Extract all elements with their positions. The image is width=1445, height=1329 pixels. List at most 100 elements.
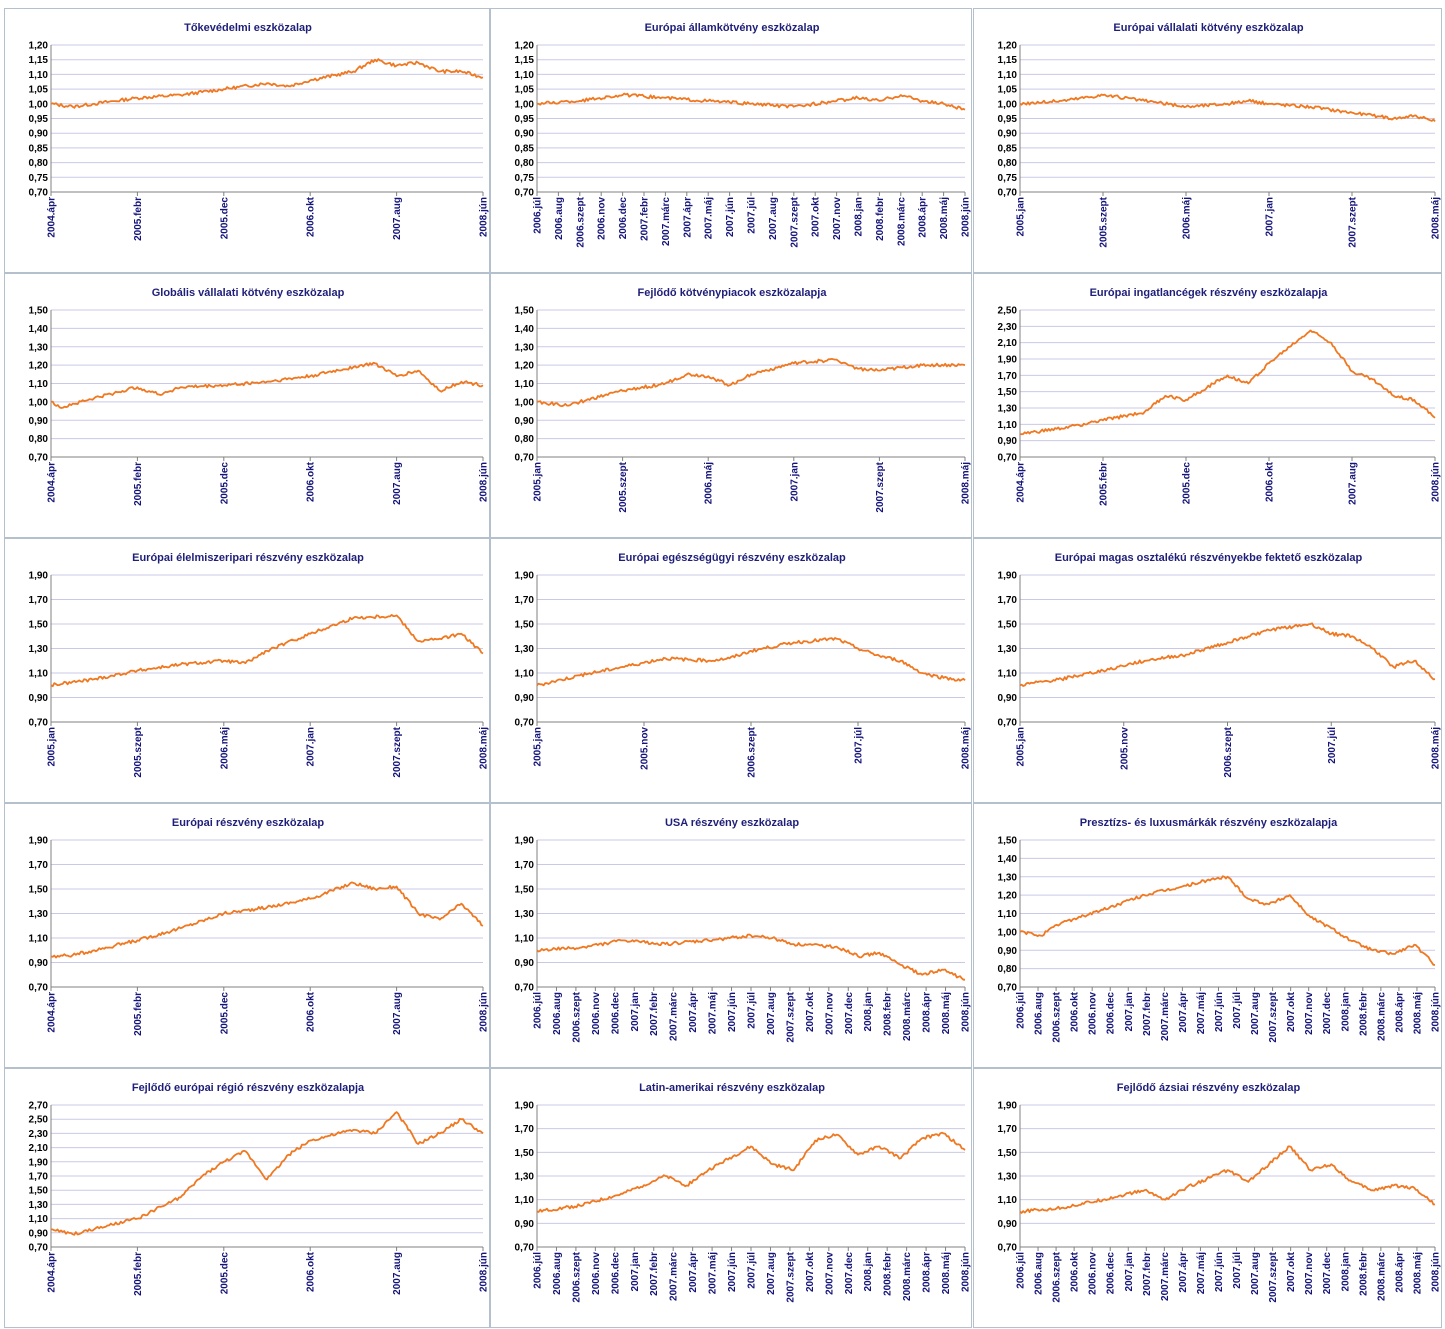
y-tick-label: 1,10 <box>29 1214 49 1225</box>
y-tick-label: 1,50 <box>29 1186 49 1197</box>
x-tick-label: 2007.febr <box>649 992 660 1036</box>
chart-title: Latin-amerikai részvény eszközalap <box>639 1082 825 1094</box>
x-tick-label: 2006.aug <box>1034 1252 1045 1295</box>
y-tick-label: 1,50 <box>998 1148 1018 1159</box>
series-line <box>537 92 966 111</box>
x-tick-label: 2005.dec <box>1182 462 1193 505</box>
x-tick-label: 2006.aug <box>554 197 565 240</box>
x-tick-label: 2006.júl <box>533 1252 544 1289</box>
x-tick-label: 2006.júl <box>1016 992 1027 1029</box>
chart-svg: Európai élelmiszeripari részvény eszköza… <box>29 552 490 778</box>
x-tick-label: 2007.júl <box>1232 1252 1243 1289</box>
y-tick-label: 1,50 <box>515 885 535 896</box>
y-tick-label: 1,50 <box>29 885 49 896</box>
y-tick-label: 1,00 <box>998 99 1018 110</box>
y-tick-label: 1,10 <box>515 669 535 680</box>
y-tick-label: 2,30 <box>998 322 1018 333</box>
x-tick-label: 2007.okt <box>805 991 816 1032</box>
x-tick-label: 2006.nov <box>591 1252 602 1295</box>
chart-svg: Globális vállalati kötvény eszközalap 1,5… <box>29 287 490 506</box>
chart-svg: Fejlődő ázsiai részvény eszközalap 1,90 1,… <box>998 1082 1442 1303</box>
x-tick-label: 2007.jan <box>630 992 641 1031</box>
y-tick-label: 1,15 <box>29 55 49 66</box>
x-tick-label: 2006.okt <box>1070 991 1081 1032</box>
y-tick-label: 1,20 <box>29 41 49 52</box>
x-tick-label: 2006.szept <box>747 726 758 777</box>
y-tick-label: 1,40 <box>998 854 1018 865</box>
x-tick-label: 2004.ápr <box>47 992 58 1033</box>
chart-svg: Európai ingatlancégek részvény eszközala… <box>998 287 1442 506</box>
y-tick-label: 1,50 <box>515 620 535 631</box>
y-tick-label: 1,00 <box>29 397 49 408</box>
x-tick-label: 2008.jan <box>1340 1252 1351 1291</box>
chart-panel: Európai részvény eszközalap 1,90 1,70 1,50 1… <box>4 803 490 1068</box>
x-tick-label: 2008.márc <box>896 197 907 246</box>
x-tick-label: 2007.jún <box>1214 1252 1225 1292</box>
y-tick-label: 1,10 <box>998 70 1018 81</box>
series-line <box>536 637 966 687</box>
x-tick-label: 2008.jan <box>863 992 874 1031</box>
series-line <box>1019 622 1436 687</box>
x-tick-label: 2007.dec <box>1322 1252 1333 1295</box>
y-tick-label: 2,10 <box>998 338 1018 349</box>
x-tick-label: 2005.febr <box>133 462 144 506</box>
chart-panel: Globális vállalati kötvény eszközalap 1,5… <box>4 273 490 538</box>
x-tick-label: 2007.júl <box>747 1252 758 1289</box>
y-tick-label: 0,70 <box>515 718 535 729</box>
x-tick-label: 2007.ápr <box>688 992 699 1033</box>
x-tick-label: 2008.jan <box>854 197 865 236</box>
x-tick-label: 2004.ápr <box>47 197 58 238</box>
y-tick-label: 1,30 <box>29 1200 49 1211</box>
y-tick-label: 1,10 <box>29 70 49 81</box>
x-tick-label: 2007.ápr <box>688 1252 699 1293</box>
x-tick-label: 2007.nov <box>1304 992 1315 1035</box>
chart-panel: Európai államkötvény eszközalap 1,20 1,15 1… <box>490 8 972 273</box>
y-tick-label: 1,00 <box>998 927 1018 938</box>
x-tick-label: 2007.márc <box>669 992 680 1041</box>
y-tick-label: 0,90 <box>998 436 1018 447</box>
y-tick-label: 1,30 <box>515 644 535 655</box>
y-tick-label: 1,30 <box>29 909 49 920</box>
chart-panel: Presztízs- és luxusmárkák részvény eszkö… <box>973 803 1442 1068</box>
y-tick-label: 1,00 <box>515 397 535 408</box>
x-tick-label: 2007.szept <box>1268 1251 1279 1302</box>
x-tick-label: 2007.jan <box>1124 1252 1135 1291</box>
y-tick-label: 1,90 <box>998 1101 1018 1112</box>
x-tick-label: 2008.máj <box>1431 197 1442 239</box>
x-tick-label: 2006.nov <box>1088 1252 1099 1295</box>
x-tick-label: 2005.febr <box>133 992 144 1036</box>
y-tick-label: 2,30 <box>29 1129 49 1140</box>
y-tick-label: 1,70 <box>998 371 1018 382</box>
x-tick-label: 2004.ápr <box>47 1252 58 1293</box>
series-line <box>1019 1145 1436 1214</box>
x-tick-label: 2007.febr <box>640 197 651 241</box>
x-tick-label: 2006.aug <box>552 1252 563 1295</box>
x-tick-label: 2007.szept <box>392 726 403 777</box>
y-tick-label: 1,50 <box>29 306 49 317</box>
x-tick-label: 2008.máj <box>479 727 490 769</box>
y-tick-label: 0,90 <box>29 416 49 427</box>
chart-svg: Európai vállalati kötvény eszközalap 1,20… <box>998 22 1442 248</box>
y-tick-label: 0,70 <box>998 453 1018 464</box>
chart-svg: Tőkevédelmi eszközalap 1,20 1,15 1,10 1,05 1,… <box>29 22 490 241</box>
y-tick-label: 1,05 <box>29 85 49 96</box>
x-tick-label: 2008.ápr <box>922 1252 933 1293</box>
chart-title: Fejlődő kötvénypiacok eszközalapja <box>638 287 828 299</box>
y-tick-label: 2,50 <box>29 1115 49 1126</box>
x-tick-label: 2008.ápr <box>918 197 929 238</box>
x-tick-label: 2005.dec <box>219 1252 230 1295</box>
x-tick-label: 2007.máj <box>1196 992 1207 1034</box>
x-tick-label: 2005.szept <box>133 726 144 777</box>
x-tick-label: 2007.jún <box>727 1252 738 1292</box>
chart-panel: Európai ingatlancégek részvény eszközala… <box>973 273 1442 538</box>
x-tick-label: 2008.márc <box>902 1252 913 1301</box>
y-tick-label: 0,70 <box>29 453 49 464</box>
x-tick-label: 2008.ápr <box>922 992 933 1033</box>
chart-svg: Európai államkötvény eszközalap 1,20 1,15 1… <box>515 22 972 248</box>
x-tick-label: 2007.máj <box>704 197 715 239</box>
y-tick-label: 0,70 <box>515 983 535 994</box>
y-tick-label: 0,90 <box>998 1219 1018 1230</box>
x-tick-label: 2008.jún <box>961 197 972 237</box>
x-tick-label: 2008.máj <box>961 462 972 504</box>
chart-svg: USA részvény eszközalap 1,90 1,70 1,50 1,30 1… <box>515 817 972 1043</box>
